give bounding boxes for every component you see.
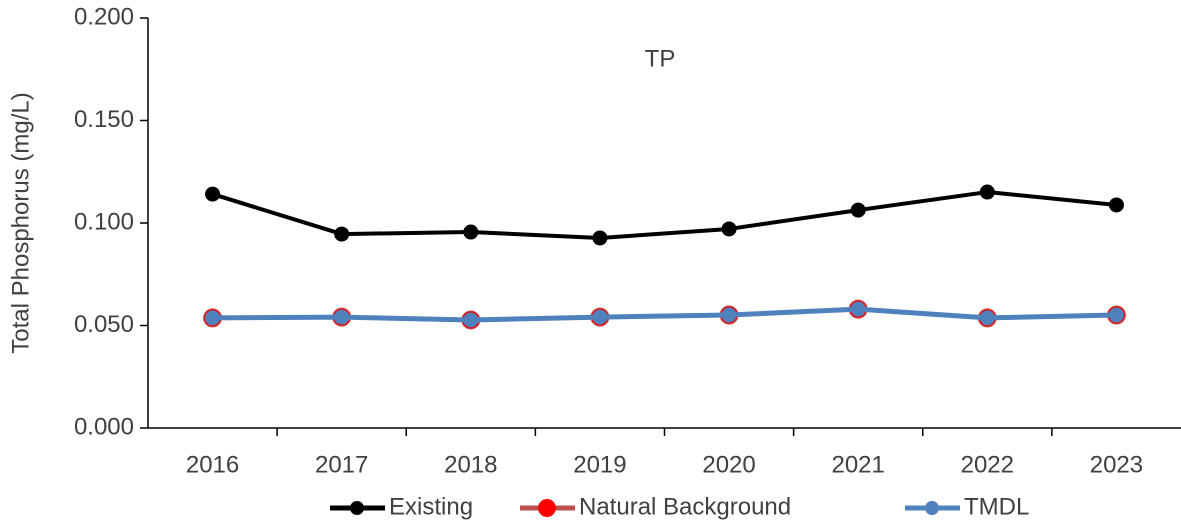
- data-point: [979, 310, 995, 326]
- x-tick-label: 2023: [1090, 451, 1143, 478]
- data-point: [463, 312, 479, 328]
- data-point: [334, 226, 350, 242]
- data-point: [850, 202, 866, 218]
- legend-marker: [350, 501, 364, 515]
- data-point: [205, 310, 221, 326]
- data-point: [205, 186, 221, 202]
- x-tick-label: 2020: [702, 451, 755, 478]
- x-tick-label: 2022: [961, 451, 1014, 478]
- y-tick-label: 0.100: [74, 208, 134, 235]
- x-tick-label: 2021: [831, 451, 884, 478]
- data-point: [721, 221, 737, 237]
- series-line: [212, 306, 1117, 323]
- data-point: [1108, 197, 1124, 213]
- legend-label: TMDL: [964, 493, 1029, 520]
- data-point: [592, 230, 608, 246]
- x-tick-label: 2016: [186, 451, 239, 478]
- legend-label: Existing: [389, 493, 473, 520]
- legend-marker: [925, 501, 939, 515]
- y-axis-label: Total Phosphorus (mg/L): [7, 92, 34, 353]
- data-point: [721, 307, 737, 323]
- y-tick-label: 0.000: [74, 413, 134, 440]
- x-tick-label: 2019: [573, 451, 626, 478]
- chart-title: TP: [645, 45, 676, 72]
- y-tick-label: 0.050: [74, 311, 134, 338]
- data-point: [1108, 307, 1124, 323]
- x-tick-label: 2017: [315, 451, 368, 478]
- data-point: [979, 184, 995, 200]
- data-point: [850, 301, 866, 317]
- y-tick-label: 0.200: [74, 3, 134, 30]
- y-tick-label: 0.150: [74, 106, 134, 133]
- legend-marker: [538, 499, 556, 517]
- data-point: [334, 309, 350, 325]
- legend-label: Natural Background: [579, 493, 791, 520]
- x-tick-label: 2018: [444, 451, 497, 478]
- series-line: [211, 190, 1117, 240]
- data-point: [592, 309, 608, 325]
- data-point: [463, 224, 479, 240]
